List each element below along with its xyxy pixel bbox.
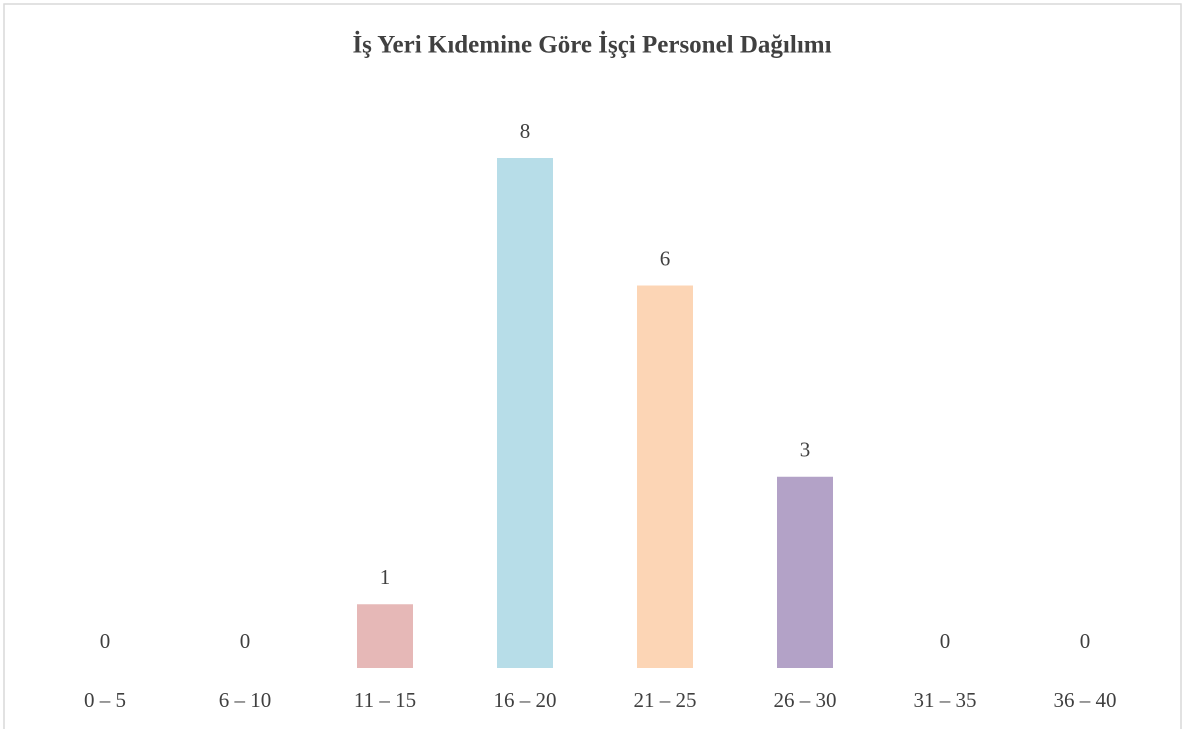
- bar: [497, 158, 553, 668]
- data-label: 8: [520, 119, 531, 143]
- x-tick-label: 11 – 15: [354, 688, 416, 712]
- data-label: 0: [240, 629, 251, 653]
- data-label: 0: [1080, 629, 1091, 653]
- x-tick-label: 36 – 40: [1054, 688, 1117, 712]
- x-tick-label: 31 – 35: [914, 688, 977, 712]
- x-tick-label: 6 – 10: [219, 688, 272, 712]
- chart-title: İş Yeri Kıdemine Göre İşçi Personel Dağı…: [352, 31, 831, 59]
- data-label: 0: [100, 629, 111, 653]
- chart-frame: [3, 3, 1182, 729]
- bar: [637, 285, 693, 668]
- data-label: 1: [380, 565, 391, 589]
- x-tick-label: 0 – 5: [84, 688, 126, 712]
- bar: [357, 604, 413, 668]
- x-tick-label: 21 – 25: [634, 688, 697, 712]
- data-label: 3: [800, 438, 811, 462]
- x-tick-label: 26 – 30: [774, 688, 837, 712]
- bar: [777, 476, 833, 668]
- data-label: 0: [940, 629, 951, 653]
- data-label: 6: [660, 246, 671, 270]
- x-tick-label: 16 – 20: [494, 688, 557, 712]
